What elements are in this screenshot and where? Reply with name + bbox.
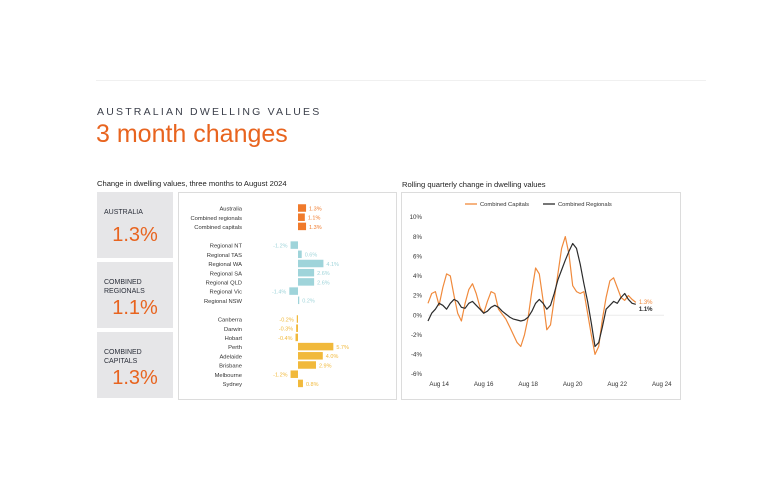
bar-category-label: Darwin xyxy=(224,327,242,333)
bar xyxy=(298,379,303,388)
bar-category-label: Melbourne xyxy=(215,373,242,379)
bar-category-label: Regional WA xyxy=(208,262,242,268)
bar-data-label: 2.6% xyxy=(317,280,330,286)
bar xyxy=(290,370,298,378)
bar-data-label: 4.0% xyxy=(326,354,339,360)
bar-category-label: Regional QLD xyxy=(206,281,242,287)
stat-label: COMBINED REGIONALS xyxy=(104,279,145,295)
bar-data-label: 2.9% xyxy=(319,363,332,369)
bar-data-label: 1.1% xyxy=(308,216,321,222)
y-tick-label: 8% xyxy=(413,234,422,241)
bar-category-label: Combined capitals xyxy=(194,225,242,231)
bar-category-label: Hobart xyxy=(225,336,243,342)
legend-label: Combined Capitals xyxy=(480,202,529,208)
bar xyxy=(289,287,298,295)
line-chart-title: Rolling quarterly change in dwelling val… xyxy=(402,180,546,189)
bar-category-label: Regional NT xyxy=(210,244,243,250)
bar-category-label: Australia xyxy=(219,207,242,213)
bar xyxy=(298,204,307,212)
bar xyxy=(298,259,324,268)
bar-data-label: -1.4% xyxy=(272,290,286,296)
series-line xyxy=(427,242,636,348)
stat-label: AUSTRALIA xyxy=(104,209,143,216)
bar xyxy=(298,296,300,305)
y-tick-label: -4% xyxy=(411,352,423,359)
bar-chart-title: Change in dwelling values, three months … xyxy=(97,179,287,188)
bar-category-label: Adelaide xyxy=(219,354,242,360)
stat-label: COMBINED CAPITALS xyxy=(104,349,142,365)
x-tick-label: Aug 18 xyxy=(518,381,538,388)
legend-label: Combined Regionals xyxy=(558,202,612,208)
bar-data-label: 0.6% xyxy=(305,253,318,259)
bar xyxy=(298,278,315,286)
y-tick-label: -2% xyxy=(411,332,423,339)
end-label-capitals: 1.3% xyxy=(639,300,653,306)
bar xyxy=(290,241,298,249)
line-chart-panel: 10% 8% 6% 4% 2% 0% -2% -4% -6% Aug 14 Aug 16 Aug 18… xyxy=(401,192,681,400)
bar xyxy=(298,342,334,351)
bar-category-label: Sydney xyxy=(223,382,242,388)
bar-category-label: Regional Vic xyxy=(210,290,243,296)
bar-data-label: 5.7% xyxy=(336,345,349,351)
bar xyxy=(295,333,298,342)
stat-card-combined-capitals: COMBINED CAPITALS 1.3% xyxy=(97,332,173,398)
bar-data-label: 0.2% xyxy=(302,299,315,305)
line-chart: 10% 8% 6% 4% 2% 0% -2% -4% -6% Aug 14 Aug 16 Aug 18… xyxy=(410,202,673,388)
stat-value: 1.1% xyxy=(112,297,158,319)
stat-card-australia: AUSTRALIA 1.3% xyxy=(97,192,173,258)
top-divider xyxy=(96,80,706,81)
y-tick-label: -6% xyxy=(411,371,423,378)
page-title: 3 month changes xyxy=(96,120,288,148)
bar xyxy=(298,352,323,360)
bar-data-label: 0.8% xyxy=(306,382,319,388)
bar-data-label: -1.2% xyxy=(273,244,287,250)
bar-data-label: -1.2% xyxy=(273,373,287,379)
bar-data-label: -0.3% xyxy=(279,327,293,333)
y-tick-label: 6% xyxy=(413,253,422,260)
bar xyxy=(296,324,298,332)
x-tick-label: Aug 22 xyxy=(607,381,627,388)
series-line xyxy=(427,235,637,355)
bar-data-label: 1.3% xyxy=(309,206,322,212)
bar xyxy=(298,361,316,369)
bar xyxy=(298,213,305,221)
bar-category-label: Combined regionals xyxy=(190,216,242,222)
y-tick-label: 4% xyxy=(413,273,422,280)
bar-category-label: Regional TAS xyxy=(207,253,242,259)
bar-chart-panel: Australia 1.3% Combined regionals 1.1% Combi… xyxy=(178,192,397,400)
stat-value: 1.3% xyxy=(112,367,158,389)
bar-category-label: Perth xyxy=(228,345,242,351)
stat-value: 1.3% xyxy=(112,224,158,246)
bar xyxy=(298,250,302,259)
bar-data-label: 2.6% xyxy=(317,271,330,277)
y-tick-label: 2% xyxy=(413,293,422,300)
bar xyxy=(298,268,315,277)
bar-data-label: 1.3% xyxy=(309,225,322,231)
bar-category-label: Canberra xyxy=(218,318,243,324)
x-tick-label: Aug 24 xyxy=(652,381,672,388)
y-tick-label: 10% xyxy=(410,214,423,221)
bar-data-label: 4.1% xyxy=(326,262,339,268)
bar-chart: Australia 1.3% Combined regionals 1.1% Combi… xyxy=(190,204,349,388)
stat-card-combined-regionals: COMBINED REGIONALS 1.1% xyxy=(97,262,173,328)
x-tick-label: Aug 20 xyxy=(563,381,583,388)
x-tick-label: Aug 14 xyxy=(429,381,449,388)
section-kicker: AUSTRALIAN DWELLING VALUES xyxy=(97,106,322,118)
bar xyxy=(298,222,307,231)
bar-data-label: -0.2% xyxy=(279,317,293,323)
x-tick-label: Aug 16 xyxy=(474,381,494,388)
bar-category-label: Regional SA xyxy=(210,271,242,277)
bar-data-label: -0.4% xyxy=(278,336,292,342)
bar-category-label: Brisbane xyxy=(219,364,242,370)
bar-category-label: Regional NSW xyxy=(204,299,243,305)
y-tick-label: 0% xyxy=(413,312,422,319)
bar xyxy=(296,315,298,323)
end-label-regionals: 1.1% xyxy=(639,307,653,313)
